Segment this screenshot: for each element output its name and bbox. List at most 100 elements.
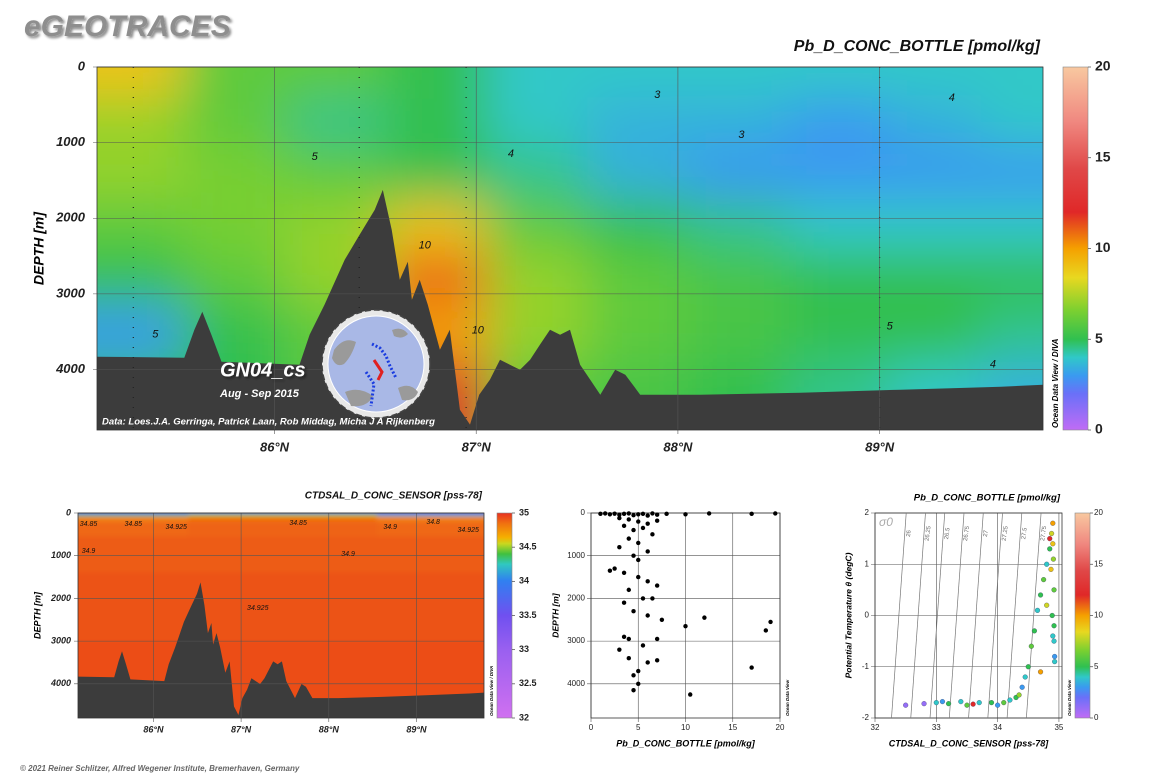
data-point <box>1007 697 1013 703</box>
y-tick-label: 1000 <box>56 134 86 149</box>
field-cell <box>788 199 891 253</box>
contour-label: 3 <box>738 129 745 141</box>
field-cell <box>183 146 286 200</box>
inset-map-track <box>364 371 376 407</box>
data-point <box>1050 541 1056 547</box>
isopycnal <box>891 513 907 718</box>
x-tick-label: 35 <box>1054 723 1063 732</box>
isopycnal-label: 27.5 <box>1021 527 1029 540</box>
y-tick-label: 0 <box>66 507 71 517</box>
isopycnal <box>1026 513 1042 718</box>
data-point <box>645 513 650 518</box>
data-point <box>607 568 613 573</box>
footer: © 2021 Reiner Schlitzer, Alfred Wegener … <box>20 764 300 773</box>
data-point <box>1028 643 1034 649</box>
contour-label: 34.9 <box>82 548 96 555</box>
data-point <box>631 688 636 693</box>
data-point <box>617 647 622 652</box>
field-cell <box>788 146 891 200</box>
colorbar-tick-label: 34.5 <box>519 542 537 552</box>
isopycnals: 26 26.25 26.5 26.75 27 27.25 27.5 27.75 <box>891 513 1048 718</box>
field-cell <box>788 252 891 306</box>
data-point <box>617 544 622 550</box>
field-cell <box>385 97 487 147</box>
x-tick-label: 5 <box>636 723 641 732</box>
data-point <box>1031 628 1037 634</box>
field-cell <box>889 97 981 147</box>
field-cell <box>486 252 588 306</box>
field-cell <box>377 516 484 523</box>
y-tick-label: 2000 <box>50 593 71 603</box>
density-label: σ0 <box>879 515 893 529</box>
data-point <box>1016 692 1022 698</box>
data-point <box>621 570 627 575</box>
y-tick-label: 0 <box>78 58 86 73</box>
field <box>97 67 1043 430</box>
data-point <box>1049 612 1055 619</box>
colorbar-tick-label: 0 <box>1094 713 1099 722</box>
data-point <box>1050 633 1056 639</box>
data-point <box>988 700 995 706</box>
data-point <box>939 699 945 705</box>
field-cell <box>188 521 378 537</box>
y-tick-label: 3000 <box>567 636 585 645</box>
isopycnal <box>1006 513 1023 718</box>
data-point <box>617 515 622 521</box>
colorbar-tick-label: 35 <box>519 507 529 517</box>
field-cell <box>486 146 588 200</box>
data-point <box>626 656 631 661</box>
field-cell <box>183 67 286 98</box>
contour-label: 5 <box>312 151 319 163</box>
colorbar <box>1062 66 1089 431</box>
data-point <box>688 692 693 697</box>
field-cell <box>78 572 189 642</box>
data-point <box>1051 623 1057 629</box>
field-cell <box>385 146 487 200</box>
data-point <box>640 511 646 517</box>
field-cell <box>788 305 891 363</box>
x-axis-label: Pb_D_CONC_BOTTLE [pmol/kg] <box>616 738 756 748</box>
data-point <box>1034 607 1041 613</box>
colorbar-tick-label: 33 <box>519 644 529 654</box>
field-cell <box>889 252 981 306</box>
data-point <box>654 518 660 523</box>
colorbar-tick-label: 34 <box>519 576 529 586</box>
contour-label: 4 <box>508 148 514 160</box>
contour-label: 34.925 <box>247 605 269 612</box>
y-tick-label: -2 <box>862 713 870 722</box>
isopycnal-label: 26.25 <box>925 525 933 541</box>
data-point <box>749 511 754 517</box>
field-cell <box>188 572 378 642</box>
data-point <box>976 700 982 706</box>
contour-label: 34.925 <box>166 524 188 531</box>
x-axis-label: CTDSAL_D_CONC_SENSOR [pss-78] <box>889 738 1050 748</box>
data-point <box>621 523 627 529</box>
field-cell <box>385 67 487 98</box>
inset-map <box>321 309 431 419</box>
data-point <box>612 566 617 571</box>
x-tick-label: 89°N <box>406 724 427 734</box>
y-tick-label: 0 <box>581 508 586 517</box>
isopycnal-label: 26 <box>906 529 913 537</box>
data-point <box>654 636 660 642</box>
x-tick-label: 89°N <box>865 439 895 454</box>
y-tick-label: 2000 <box>55 210 86 225</box>
data-point <box>650 532 655 537</box>
isopycnal-label: 26.5 <box>944 527 952 540</box>
field-cell <box>97 305 185 363</box>
data-point <box>964 702 970 708</box>
contour-label: 34.9 <box>383 524 397 531</box>
data-point <box>903 702 909 708</box>
data-point <box>607 512 613 517</box>
data-point <box>621 600 627 605</box>
field-cell <box>97 97 185 147</box>
inset-map-land <box>332 328 418 407</box>
field-cell <box>78 521 189 537</box>
y-axis-label: DEPTH [m] <box>31 211 47 285</box>
data-point <box>706 511 712 516</box>
data-point <box>640 596 646 601</box>
field-cell <box>188 536 378 574</box>
data-point <box>654 583 660 588</box>
data-point <box>970 701 976 707</box>
field-cell <box>587 199 689 253</box>
